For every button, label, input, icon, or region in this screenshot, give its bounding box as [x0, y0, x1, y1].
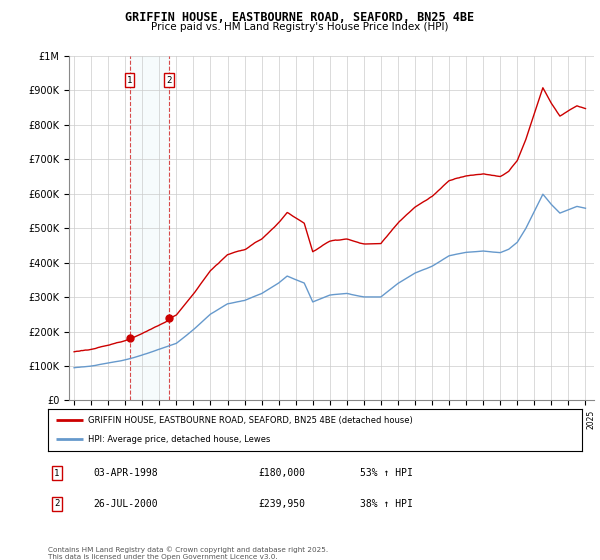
- Text: £180,000: £180,000: [258, 468, 305, 478]
- Text: 26-JUL-2000: 26-JUL-2000: [93, 499, 158, 509]
- Text: 38% ↑ HPI: 38% ↑ HPI: [360, 499, 413, 509]
- Bar: [130, 56, 169, 400]
- Text: 1: 1: [127, 76, 132, 85]
- Text: 2: 2: [166, 76, 172, 85]
- Text: 53% ↑ HPI: 53% ↑ HPI: [360, 468, 413, 478]
- Text: 03-APR-1998: 03-APR-1998: [93, 468, 158, 478]
- Text: £239,950: £239,950: [258, 499, 305, 509]
- Text: GRIFFIN HOUSE, EASTBOURNE ROAD, SEAFORD, BN25 4BE: GRIFFIN HOUSE, EASTBOURNE ROAD, SEAFORD,…: [125, 11, 475, 24]
- Text: 1: 1: [55, 469, 59, 478]
- Text: Contains HM Land Registry data © Crown copyright and database right 2025.
This d: Contains HM Land Registry data © Crown c…: [48, 546, 328, 559]
- Text: HPI: Average price, detached house, Lewes: HPI: Average price, detached house, Lewe…: [88, 435, 271, 444]
- Text: Price paid vs. HM Land Registry's House Price Index (HPI): Price paid vs. HM Land Registry's House …: [151, 22, 449, 32]
- Text: GRIFFIN HOUSE, EASTBOURNE ROAD, SEAFORD, BN25 4BE (detached house): GRIFFIN HOUSE, EASTBOURNE ROAD, SEAFORD,…: [88, 416, 413, 424]
- Text: 2: 2: [55, 500, 59, 508]
